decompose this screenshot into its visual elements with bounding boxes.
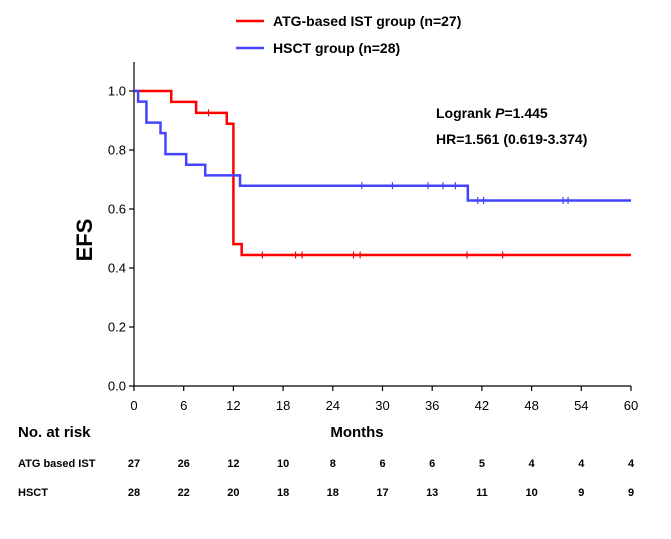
x-tick-label: 36 xyxy=(425,398,439,413)
legend: ATG-based IST group (n=27) HSCT group (n… xyxy=(236,13,461,56)
survival-curve-line xyxy=(134,89,631,257)
p-symbol: P xyxy=(495,105,505,121)
risk-value: 9 xyxy=(578,487,584,499)
p-value: =1.445 xyxy=(504,105,547,121)
y-ticks: 0.0 0.2 0.4 0.6 0.8 1.0 xyxy=(108,84,134,394)
x-tick-label: 12 xyxy=(226,398,240,413)
y-tick-label: 0.0 xyxy=(108,379,126,394)
y-tick-label: 0.4 xyxy=(108,261,126,276)
risk-values: 27 26 12 10 8 6 6 5 4 4 4 28 22 20 18 18 17 13 11 10 9 9 xyxy=(128,458,635,499)
y-tick-label: 0.2 xyxy=(108,320,126,335)
risk-value: 10 xyxy=(277,458,289,470)
risk-value: 12 xyxy=(227,458,239,470)
x-ticks: 0 6 12 18 24 30 36 42 48 54 60 xyxy=(130,386,638,413)
series-0 xyxy=(134,89,631,259)
x-tick-label: 30 xyxy=(375,398,389,413)
risk-value: 11 xyxy=(476,487,488,499)
risk-value: 6 xyxy=(379,458,385,470)
x-tick-label: 0 xyxy=(130,398,137,413)
legend-label-atg: ATG-based IST group (n=27) xyxy=(273,13,461,29)
x-tick-label: 24 xyxy=(326,398,340,413)
y-axis-label: EFS xyxy=(72,219,97,262)
axes: 0.0 0.2 0.4 0.6 0.8 1.0 0 6 12 18 24 30 36 42 48 54 60 xyxy=(108,62,638,413)
risk-value: 5 xyxy=(479,458,485,470)
stats-annotation: Logrank P=1.445 HR=1.561 (0.619-3.374) xyxy=(436,105,587,147)
x-tick-label: 48 xyxy=(524,398,538,413)
series-1 xyxy=(134,89,631,204)
risk-value: 4 xyxy=(628,458,635,470)
risk-row-label-hsct: HSCT xyxy=(18,487,48,499)
risk-value: 4 xyxy=(529,458,536,470)
x-tick-label: 42 xyxy=(475,398,489,413)
logrank-text: Logrank P=1.445 xyxy=(436,105,548,121)
risk-value: 22 xyxy=(178,487,190,499)
hr-text: HR=1.561 (0.619-3.374) xyxy=(436,131,587,147)
logrank-label: Logrank xyxy=(436,105,495,121)
x-axis-label: Months xyxy=(330,424,383,441)
risk-value: 18 xyxy=(327,487,339,499)
risk-value: 20 xyxy=(227,487,239,499)
survival-curves xyxy=(134,89,631,259)
y-tick-label: 0.8 xyxy=(108,143,126,158)
y-tick-label: 1.0 xyxy=(108,84,126,99)
x-tick-label: 6 xyxy=(180,398,187,413)
risk-row-label-atg: ATG based IST xyxy=(18,458,96,470)
risk-value: 18 xyxy=(277,487,289,499)
x-tick-label: 18 xyxy=(276,398,290,413)
risk-value: 13 xyxy=(426,487,438,499)
legend-label-hsct: HSCT group (n=28) xyxy=(273,40,400,56)
risk-value: 17 xyxy=(376,487,388,499)
risk-value: 9 xyxy=(628,487,634,499)
risk-value: 10 xyxy=(525,487,537,499)
y-tick-label: 0.6 xyxy=(108,202,126,217)
x-tick-label: 60 xyxy=(624,398,638,413)
survival-curve-line xyxy=(134,89,631,202)
risk-table-title: No. at risk xyxy=(18,424,91,441)
risk-table: No. at risk ATG based IST HSCT 27 26 12 10 8… xyxy=(18,424,635,499)
risk-value: 27 xyxy=(128,458,140,470)
risk-value: 28 xyxy=(128,487,140,499)
risk-value: 4 xyxy=(578,458,585,470)
risk-value: 6 xyxy=(429,458,435,470)
risk-value: 26 xyxy=(178,458,190,470)
risk-value: 8 xyxy=(330,458,336,470)
x-tick-label: 54 xyxy=(574,398,588,413)
